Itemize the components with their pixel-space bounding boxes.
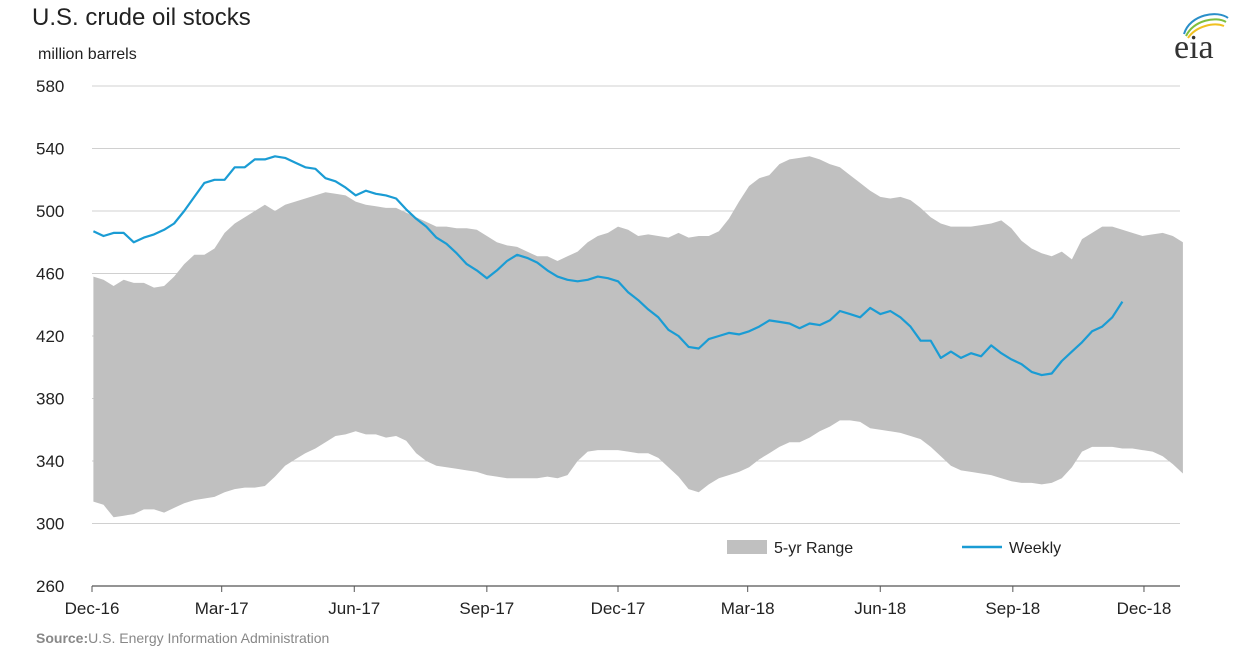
x-tick-label: Dec-16 [65,599,120,618]
y-axis-unit-label: million barrels [38,46,137,63]
legend: 5-yr Range Weekly [727,540,1061,557]
y-tick-label: 300 [36,515,64,534]
legend-range-swatch [727,540,767,554]
axis-layer: 260 300 340 380 420 460 500 540 580 Dec-16 Mar-17 J… [36,77,1180,618]
svg-text:eia: eia [1174,29,1214,64]
x-tick-label: Dec-18 [1117,599,1172,618]
source-label: Source: [36,630,89,646]
x-tick-label: Jun-18 [854,599,906,618]
legend-weekly-label: Weekly [1009,540,1061,557]
y-tick-label: 580 [36,77,64,96]
weekly-series-line [92,155,1124,377]
range-band-area [93,156,1183,518]
x-tick-label: Dec-17 [591,599,646,618]
source-text: U.S. Energy Information Administration [88,630,330,646]
y-tick-label: 420 [36,327,64,346]
y-tick-label: 380 [36,390,64,409]
x-tick-label: Jun-17 [328,599,380,618]
chart-title: U.S. crude oil stocks [32,4,251,31]
y-tick-label: 260 [36,577,64,596]
eia-logo: eia [1174,13,1229,64]
y-tick-label: 500 [36,202,64,221]
x-tick-label: Sep-17 [459,599,514,618]
y-tick-label: 540 [36,140,64,159]
y-tick-label: 340 [36,452,64,471]
x-tick-label: Sep-18 [985,599,1040,618]
x-tick-label: Mar-17 [195,599,249,618]
legend-range-label: 5-yr Range [774,540,853,557]
oil-stocks-chart: 260 300 340 380 420 460 500 540 580 Dec-16 Mar-17 J… [36,77,1183,618]
source-note: Source:U.S. Energy Information Administr… [36,630,329,646]
y-tick-label: 460 [36,265,64,284]
range-band-layer [93,156,1183,518]
x-tick-label: Mar-18 [721,599,775,618]
weekly-line-layer [92,155,1124,377]
